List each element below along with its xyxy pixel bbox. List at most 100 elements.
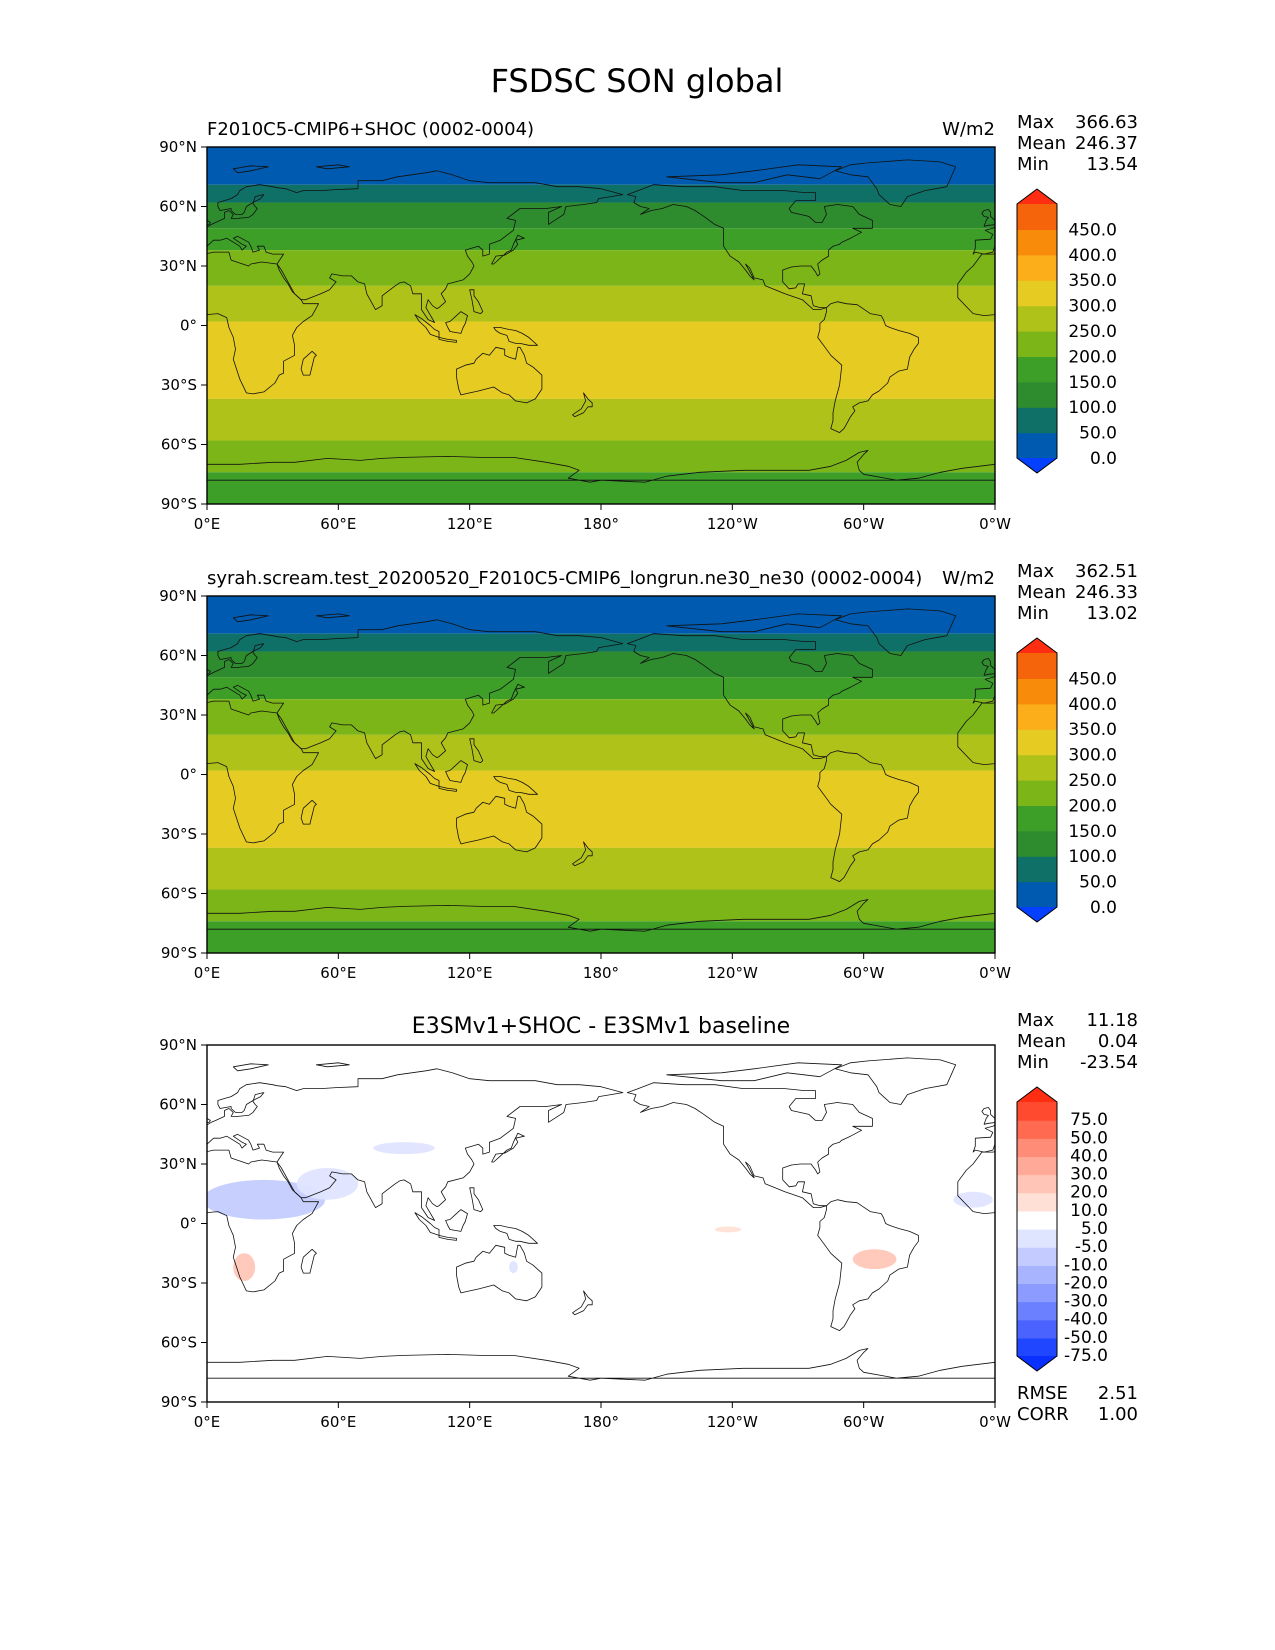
coastline-28 [1227,1235,1245,1240]
contour-band-9 [207,921,995,953]
coastline-16 [834,159,956,207]
colorbar-label: 0.0 [1090,898,1117,918]
y-tick-label: 30°S [161,376,197,394]
coastline-34 [981,1107,995,1125]
contour-band-0 [207,596,995,634]
coastline-45 [469,738,484,763]
colorbar-label: 100.0 [1068,847,1117,867]
coastline-54 [232,1063,269,1072]
x-tick-label: 60°E [320,964,356,982]
coastline-3 [207,619,624,772]
coastline-18 [207,905,602,932]
colorbar-label: 30.0 [1070,1165,1108,1185]
colorbar-extend-bottom [1017,1356,1057,1371]
contour-band-6 [207,321,995,399]
y-tick-label: 30°N [159,1155,197,1173]
colorbar-cell-9 [1017,1192,1057,1212]
coastline-39 [572,1290,593,1316]
contour-band-3 [207,228,995,251]
colorbar-extend-top [1017,189,1057,204]
coastline-39 [572,392,593,418]
contour-band-2 [207,202,995,229]
colorbar-extend-top [1017,638,1057,653]
coastline-36 [491,234,525,265]
coastline-16 [834,1057,956,1105]
colorbar-label: 100.0 [1068,398,1117,418]
coastline-9 [30,302,131,433]
colorbar-label: 200.0 [1068,347,1117,367]
stat-label-max: Max [1017,112,1055,133]
y-tick-label: 60°S [161,885,197,903]
y-tick-label: 30°N [159,706,197,724]
colorbar-label: 5.0 [1081,1219,1108,1239]
stat-value-mean: 0.04 [1098,1031,1138,1052]
stat-label-mean: Mean [1017,133,1066,154]
coastline-19 [600,1348,995,1381]
panels: 0°E 60°E 120°E 180° 120°W 60°W 0°W 90°N 60°N 30°N… [0,112,1271,1431]
colorbar-label: 20.0 [1070,1183,1108,1203]
coastline-46 [1258,290,1271,314]
colorbar-label: 250.0 [1068,771,1117,791]
coastline-12 [456,346,543,404]
anomaly-central-asia [373,1142,435,1155]
coastline-48 [0,614,54,632]
colorbar-label: 200.0 [1068,796,1117,816]
y-tick-label: 30°N [159,257,197,275]
coastlines [0,159,1271,483]
x-tick-label: 0°E [194,964,221,982]
coastline-12 [456,1244,543,1302]
colorbar-label: 150.0 [1068,822,1117,842]
colorbar-label: 75.0 [1070,1110,1108,1130]
stat-value-min: -23.54 [1080,1052,1138,1073]
contour-band-1 [207,633,995,652]
coastline-3 [207,1068,624,1221]
coastline-18 [207,456,602,483]
coastline-51 [316,1062,350,1068]
coastline-46 [1258,1188,1271,1212]
colorbar-cell-3 [1017,830,1057,857]
coastline-21 [414,763,440,787]
y-tick-label: 90°N [159,138,197,156]
colorbar-label: 250.0 [1068,322,1117,342]
contour-band-4 [207,250,995,286]
contour-band-2 [207,651,995,678]
coastline-49 [666,164,843,184]
colorbar: 0.0 50.0 100.0 150.0 200.0 250.0 300.0 350.0 400… [1016,637,1117,923]
coastline-36 [491,1132,525,1163]
plot-background [207,1045,995,1402]
colorbar-label: 50.0 [1070,1128,1108,1148]
coastline-10 [817,301,919,433]
colorbar-label: -40.0 [1064,1310,1108,1330]
x-tick-label: 120°W [707,964,758,982]
y-tick-label: 90°S [161,495,197,513]
colorbar-extend-bottom [1017,458,1057,473]
coastline-22 [1203,315,1227,338]
coastline-39 [572,841,593,867]
coastline-12 [456,795,543,853]
coastline-3 [207,170,624,323]
colorbar-label: 450.0 [1068,669,1117,689]
x-tick-label: 60°E [320,1413,356,1431]
coastline-6 [0,185,84,310]
colorbar-cell-12 [1017,1138,1057,1158]
coastline-54 [232,614,269,623]
panel-units: W/m2 [942,119,995,140]
metric-value-rmse: 2.51 [1098,1383,1138,1404]
plot-area [207,1045,1271,1402]
stat-label-mean: Mean [1017,1031,1066,1052]
colorbar-cell-9 [1017,229,1057,256]
figure-title: FSDSC SON global [491,62,784,100]
colorbar-extend-bottom [1017,907,1057,922]
coastline-42 [300,1248,317,1274]
colorbar-label: 450.0 [1068,220,1117,240]
anomaly-south-america [852,1249,897,1270]
colorbar-label: 40.0 [1070,1146,1108,1166]
coastline-25 [1234,1210,1256,1232]
y-tick-label: 60°S [161,436,197,454]
coastline-51 [316,613,350,619]
y-tick-label: 60°N [159,1096,197,1114]
coastlines [207,1057,1271,1381]
colorbar-cell-6 [1017,754,1057,781]
coastline-49 [666,1062,843,1082]
x-tick-label: 60°E [320,515,356,533]
